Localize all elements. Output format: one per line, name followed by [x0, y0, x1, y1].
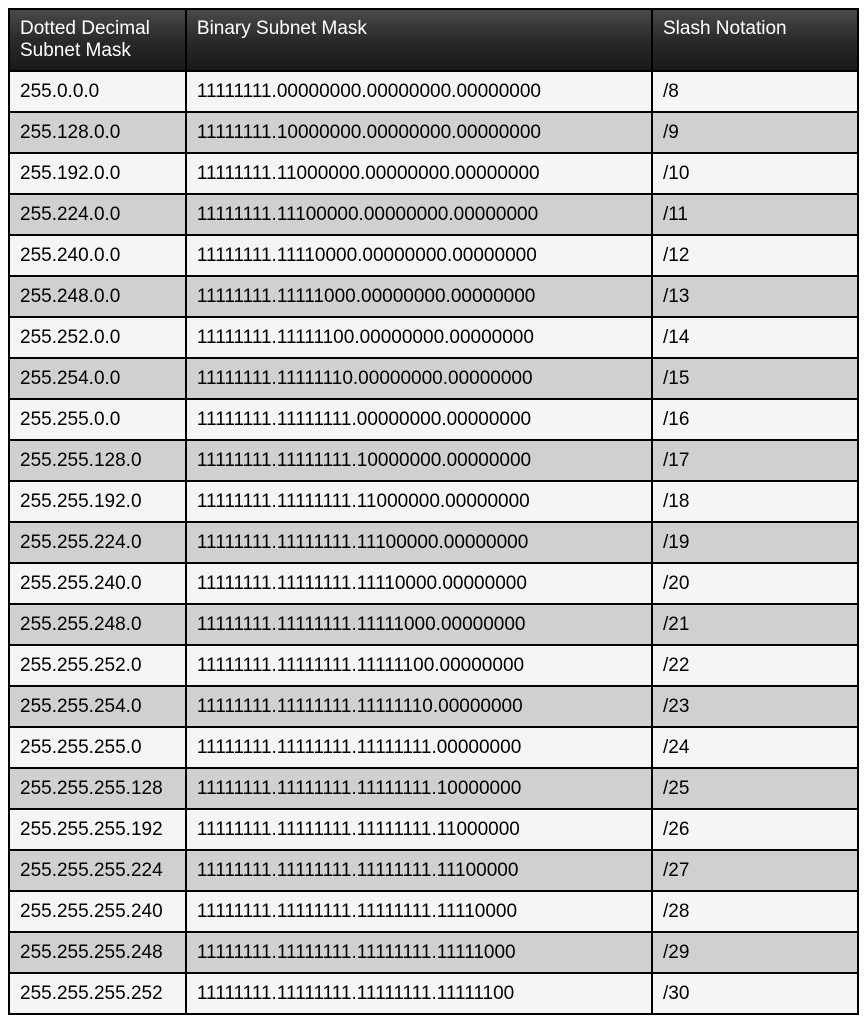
- cell-binary: 11111111.11111111.11110000.00000000: [186, 563, 652, 604]
- cell-slash: /23: [652, 686, 858, 727]
- table-row: 255.255.248.0 11111111.11111111.11111000…: [9, 604, 858, 645]
- cell-slash: /13: [652, 276, 858, 317]
- cell-slash: /15: [652, 358, 858, 399]
- column-header-binary: Binary Subnet Mask: [186, 9, 652, 71]
- cell-slash: /25: [652, 768, 858, 809]
- table-row: 255.255.192.0 11111111.11111111.11000000…: [9, 481, 858, 522]
- cell-binary: 11111111.11111111.11111111.11110000: [186, 891, 652, 932]
- table-row: 255.255.255.240 11111111.11111111.111111…: [9, 891, 858, 932]
- cell-dotted: 255.192.0.0: [9, 153, 186, 194]
- cell-binary: 11111111.11111111.11111111.00000000: [186, 727, 652, 768]
- cell-dotted: 255.255.255.128: [9, 768, 186, 809]
- cell-binary: 11111111.11111111.11111111.11111100: [186, 973, 652, 1014]
- subnet-mask-table: Dotted Decimal Subnet Mask Binary Subnet…: [8, 8, 859, 1015]
- table-row: 255.0.0.0 11111111.00000000.00000000.000…: [9, 71, 858, 112]
- table-row: 255.255.254.0 11111111.11111111.11111110…: [9, 686, 858, 727]
- cell-dotted: 255.0.0.0: [9, 71, 186, 112]
- cell-dotted: 255.255.240.0: [9, 563, 186, 604]
- cell-binary: 11111111.11110000.00000000.00000000: [186, 235, 652, 276]
- table-row: 255.255.252.0 11111111.11111111.11111100…: [9, 645, 858, 686]
- cell-binary: 11111111.10000000.00000000.00000000: [186, 112, 652, 153]
- cell-dotted: 255.240.0.0: [9, 235, 186, 276]
- cell-binary: 11111111.11111111.11111111.11111000: [186, 932, 652, 973]
- cell-binary: 11111111.11111111.11000000.00000000: [186, 481, 652, 522]
- cell-slash: /8: [652, 71, 858, 112]
- table-row: 255.255.255.192 11111111.11111111.111111…: [9, 809, 858, 850]
- table-row: 255.255.240.0 11111111.11111111.11110000…: [9, 563, 858, 604]
- cell-dotted: 255.255.252.0: [9, 645, 186, 686]
- cell-binary: 11111111.11111111.11111100.00000000: [186, 645, 652, 686]
- cell-dotted: 255.254.0.0: [9, 358, 186, 399]
- cell-slash: /18: [652, 481, 858, 522]
- cell-dotted: 255.128.0.0: [9, 112, 186, 153]
- table-row: 255.255.255.248 11111111.11111111.111111…: [9, 932, 858, 973]
- cell-dotted: 255.255.248.0: [9, 604, 186, 645]
- table-row: 255.255.255.252 11111111.11111111.111111…: [9, 973, 858, 1014]
- cell-dotted: 255.255.128.0: [9, 440, 186, 481]
- cell-slash: /27: [652, 850, 858, 891]
- cell-binary: 11111111.11111111.10000000.00000000: [186, 440, 652, 481]
- cell-dotted: 255.252.0.0: [9, 317, 186, 358]
- cell-dotted: 255.255.255.240: [9, 891, 186, 932]
- cell-binary: 11111111.00000000.00000000.00000000: [186, 71, 652, 112]
- cell-slash: /28: [652, 891, 858, 932]
- table-row: 255.255.255.224 11111111.11111111.111111…: [9, 850, 858, 891]
- table-row: 255.254.0.0 11111111.11111110.00000000.0…: [9, 358, 858, 399]
- cell-dotted: 255.224.0.0: [9, 194, 186, 235]
- cell-dotted: 255.255.255.248: [9, 932, 186, 973]
- column-header-dotted: Dotted Decimal Subnet Mask: [9, 9, 186, 71]
- cell-binary: 11111111.11111111.11111111.11100000: [186, 850, 652, 891]
- cell-binary: 11111111.11111111.11100000.00000000: [186, 522, 652, 563]
- table-row: 255.224.0.0 11111111.11100000.00000000.0…: [9, 194, 858, 235]
- cell-slash: /20: [652, 563, 858, 604]
- cell-slash: /21: [652, 604, 858, 645]
- cell-slash: /16: [652, 399, 858, 440]
- table-row: 255.255.255.128 11111111.11111111.111111…: [9, 768, 858, 809]
- table-row: 255.255.128.0 11111111.11111111.10000000…: [9, 440, 858, 481]
- table-row: 255.192.0.0 11111111.11000000.00000000.0…: [9, 153, 858, 194]
- cell-dotted: 255.255.255.0: [9, 727, 186, 768]
- cell-dotted: 255.255.255.252: [9, 973, 186, 1014]
- table-row: 255.248.0.0 11111111.11111000.00000000.0…: [9, 276, 858, 317]
- cell-dotted: 255.255.0.0: [9, 399, 186, 440]
- table-row: 255.255.224.0 11111111.11111111.11100000…: [9, 522, 858, 563]
- cell-slash: /19: [652, 522, 858, 563]
- cell-slash: /12: [652, 235, 858, 276]
- table-header-row: Dotted Decimal Subnet Mask Binary Subnet…: [9, 9, 858, 71]
- cell-binary: 11111111.11000000.00000000.00000000: [186, 153, 652, 194]
- table-row: 255.252.0.0 11111111.11111100.00000000.0…: [9, 317, 858, 358]
- cell-dotted: 255.255.255.224: [9, 850, 186, 891]
- cell-slash: /11: [652, 194, 858, 235]
- cell-slash: /14: [652, 317, 858, 358]
- cell-slash: /17: [652, 440, 858, 481]
- cell-dotted: 255.255.254.0: [9, 686, 186, 727]
- cell-dotted: 255.255.255.192: [9, 809, 186, 850]
- table-row: 255.255.255.0 11111111.11111111.11111111…: [9, 727, 858, 768]
- cell-dotted: 255.255.224.0: [9, 522, 186, 563]
- cell-binary: 11111111.11111111.11111111.11000000: [186, 809, 652, 850]
- column-header-slash: Slash Notation: [652, 9, 858, 71]
- cell-slash: /9: [652, 112, 858, 153]
- table-body: 255.0.0.0 11111111.00000000.00000000.000…: [9, 71, 858, 1014]
- cell-dotted: 255.248.0.0: [9, 276, 186, 317]
- cell-slash: /29: [652, 932, 858, 973]
- cell-slash: /26: [652, 809, 858, 850]
- cell-binary: 11111111.11111100.00000000.00000000: [186, 317, 652, 358]
- table-row: 255.240.0.0 11111111.11110000.00000000.0…: [9, 235, 858, 276]
- cell-binary: 11111111.11111111.11111111.10000000: [186, 768, 652, 809]
- cell-dotted: 255.255.192.0: [9, 481, 186, 522]
- table-row: 255.128.0.0 11111111.10000000.00000000.0…: [9, 112, 858, 153]
- cell-slash: /22: [652, 645, 858, 686]
- cell-slash: /10: [652, 153, 858, 194]
- cell-binary: 11111111.11100000.00000000.00000000: [186, 194, 652, 235]
- cell-binary: 11111111.11111110.00000000.00000000: [186, 358, 652, 399]
- cell-slash: /24: [652, 727, 858, 768]
- table-row: 255.255.0.0 11111111.11111111.00000000.0…: [9, 399, 858, 440]
- cell-slash: /30: [652, 973, 858, 1014]
- cell-binary: 11111111.11111111.11111110.00000000: [186, 686, 652, 727]
- cell-binary: 11111111.11111000.00000000.00000000: [186, 276, 652, 317]
- cell-binary: 11111111.11111111.11111000.00000000: [186, 604, 652, 645]
- cell-binary: 11111111.11111111.00000000.00000000: [186, 399, 652, 440]
